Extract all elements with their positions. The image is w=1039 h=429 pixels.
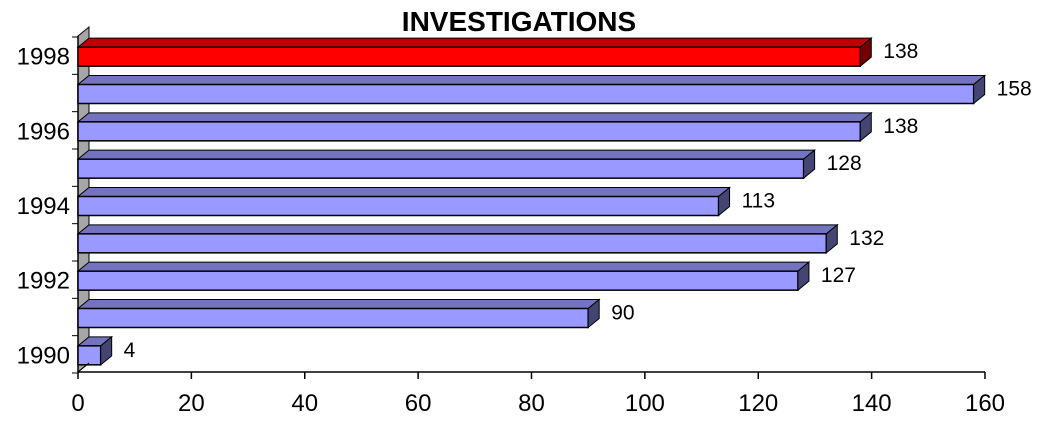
data-label-1990: 4 <box>124 339 136 362</box>
data-label-1997: 158 <box>997 78 1032 101</box>
x-tick-label-140: 140 <box>852 390 892 417</box>
y-tick-label-1994: 1994 <box>17 193 70 220</box>
bar-front-face <box>77 83 975 105</box>
bar-end-face <box>859 37 872 68</box>
x-tick-label-40: 40 <box>291 390 318 417</box>
bar-1996 <box>76 111 873 142</box>
bar-front-face <box>77 121 862 142</box>
x-tick-label-0: 0 <box>71 390 84 417</box>
data-label-1995: 128 <box>827 152 862 175</box>
bar-1990 <box>76 335 114 366</box>
x-tick-label-100: 100 <box>625 390 665 417</box>
x-tick-label-20: 20 <box>178 390 205 417</box>
bar-top-face <box>76 37 873 48</box>
bar-end-face <box>825 223 838 254</box>
y-tick-label-1996: 1996 <box>17 118 70 145</box>
bar-top-face <box>76 75 987 85</box>
bar-front-face <box>77 195 720 217</box>
bar-top-face <box>76 187 731 197</box>
floor-edge <box>77 362 90 373</box>
bar-1997 <box>76 74 987 105</box>
x-tick-label-120: 120 <box>738 390 778 417</box>
bar-end-face <box>859 111 872 142</box>
bar-1995 <box>76 149 817 180</box>
x-tick-label-160: 160 <box>965 390 1005 417</box>
bar-top-face <box>76 299 601 309</box>
bar-end-face <box>973 74 986 105</box>
y-tick-label-1998: 1998 <box>17 44 70 71</box>
x-axis: 0 20 40 60 80 100 120 140 160 <box>71 362 1005 417</box>
bar-1992 <box>76 261 811 292</box>
bar-top-face <box>76 149 817 160</box>
data-label-1996: 138 <box>883 115 918 138</box>
data-label-1992: 127 <box>821 264 856 287</box>
bar-front-face <box>77 46 862 67</box>
bar-end-face <box>803 149 816 180</box>
bar-front-face <box>77 307 589 329</box>
y-tick-label-1992: 1992 <box>17 268 70 295</box>
bar-1998 <box>76 37 873 68</box>
x-tick-label-80: 80 <box>518 390 545 417</box>
bar-front-face <box>77 270 799 291</box>
y-axis: 1998 1996 1994 1992 1990 <box>17 36 78 374</box>
bar-end-face <box>587 298 600 329</box>
bar-front-face <box>77 158 805 179</box>
bars-group <box>76 37 987 366</box>
data-labels-group: 138 158 138 128 113 132 127 90 4 <box>124 40 1032 362</box>
bar-end-face <box>718 186 731 217</box>
data-label-1998: 138 <box>883 40 918 63</box>
data-label-1991: 90 <box>611 302 634 325</box>
bar-1994 <box>76 186 731 217</box>
bar-top-face <box>76 261 811 272</box>
data-label-1993: 132 <box>849 227 884 250</box>
chart-title: INVESTIGATIONS <box>402 6 636 37</box>
bar-top-face <box>76 224 839 235</box>
bar-end-face <box>797 261 810 292</box>
y-tick-label-1990: 1990 <box>17 342 70 369</box>
bar-end-face <box>100 335 113 366</box>
data-label-1994: 113 <box>742 190 775 213</box>
bar-1993 <box>76 223 839 254</box>
bar-top-face <box>76 112 873 123</box>
bar-1991 <box>76 298 601 329</box>
x-tick-label-60: 60 <box>405 390 432 417</box>
bar-front-face <box>77 233 828 254</box>
bar-front-face <box>77 345 102 366</box>
